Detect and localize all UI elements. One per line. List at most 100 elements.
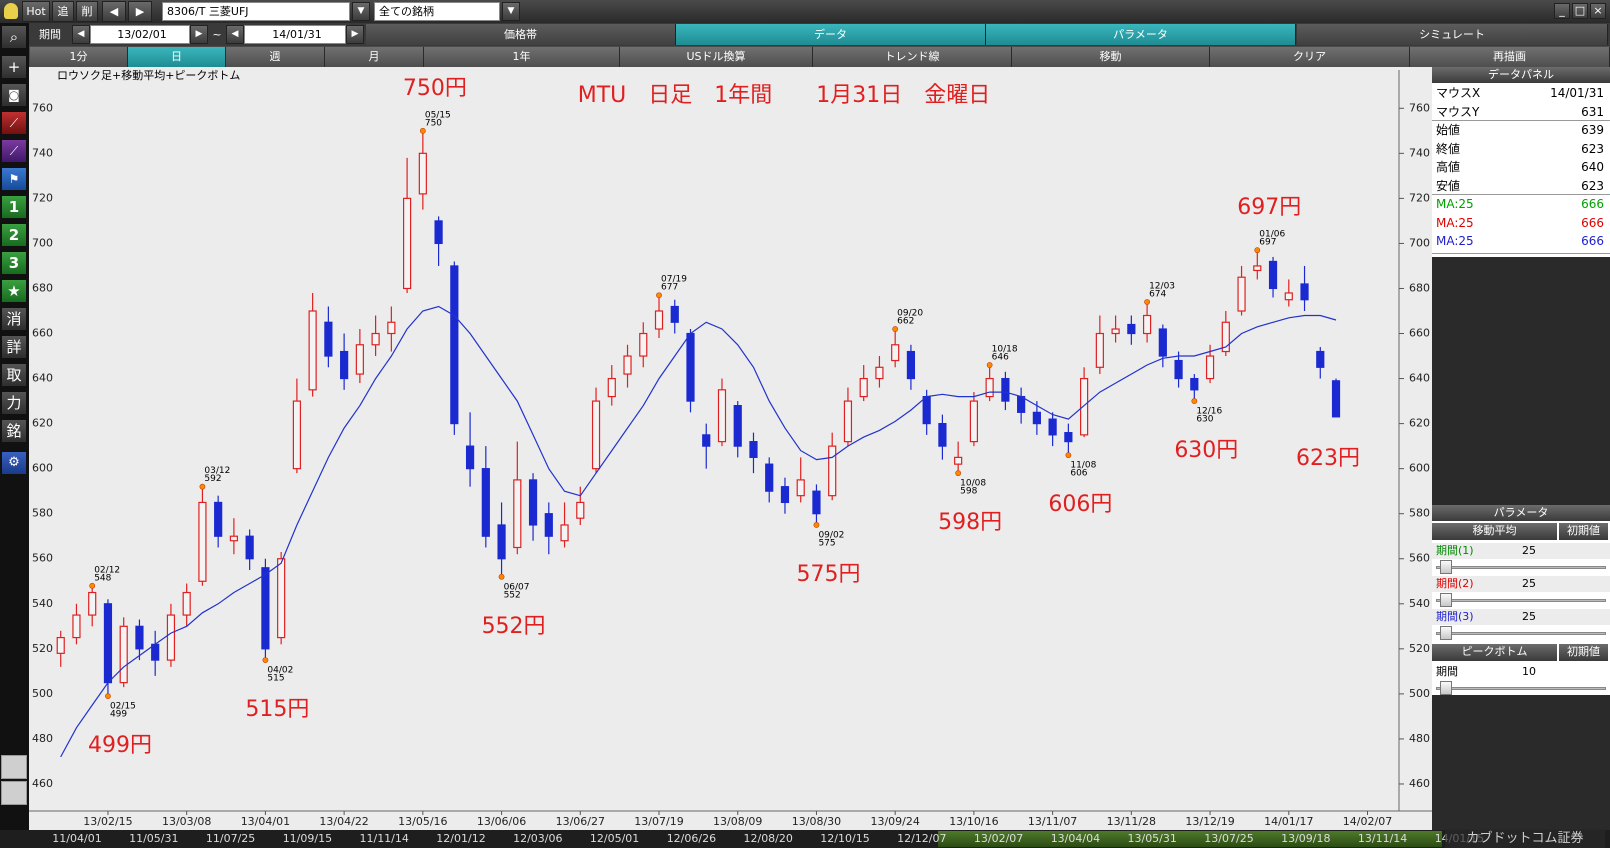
peak-value: 499 [110, 710, 127, 720]
peak-date: 09/02 [818, 530, 844, 540]
candle-body [229, 535, 239, 542]
peak-big-label: 499円 [88, 733, 152, 758]
x-tick-label: 14/02/07 [1343, 815, 1392, 828]
close-button[interactable]: × [1590, 3, 1606, 19]
peak-marker [89, 582, 96, 589]
chart-thumb-2[interactable] [1, 781, 27, 805]
candle-body [1080, 377, 1089, 436]
side-button[interactable]: 3 [1, 251, 27, 275]
span-button[interactable]: 月 [325, 47, 424, 67]
span-button[interactable]: 週 [226, 47, 325, 67]
side-button[interactable]: 詳 [1, 335, 27, 359]
to-next[interactable]: ▶ [346, 25, 364, 44]
candle-body [245, 535, 254, 560]
tab[interactable]: シミュレート [1297, 24, 1608, 45]
camera-tool[interactable]: ◙ [1, 83, 27, 107]
star-button[interactable]: ★ [1, 279, 27, 303]
y-tick-label-right: 460 [1409, 777, 1430, 790]
y-tick-label-right: 560 [1409, 552, 1430, 565]
candle-body [607, 377, 616, 398]
settings-tool[interactable]: ⚙ [1, 451, 27, 475]
flag-tool[interactable]: ⚑ [1, 167, 27, 191]
tool-button[interactable]: USドル換算 [620, 47, 813, 67]
side-button[interactable]: 取 [1, 363, 27, 387]
chart-title: MTU 日足 1年間 1月31日 金曜日 [578, 83, 991, 108]
slider-thumb[interactable] [1440, 560, 1452, 574]
hot-button[interactable]: Hot [22, 1, 50, 22]
side-panel: データパネル マウスX 14/01/31 マウスY 631 始値 639 終値 623 高値 640… [1432, 67, 1610, 830]
date-scroller[interactable]: 11/04/01 11/05/31 11/07/25 11/09/15 11/11/14… [0, 830, 1610, 848]
ma-row-value: 666 [1581, 234, 1604, 248]
peak-date: 04/02 [267, 666, 293, 676]
slider-track[interactable] [1436, 599, 1606, 602]
watermark: カブドットコム証券 [1445, 829, 1605, 848]
from-next[interactable]: ▶ [190, 25, 208, 44]
slider-track[interactable] [1436, 687, 1606, 690]
delete-button[interactable]: 削 [76, 1, 98, 22]
span-button[interactable]: 日 [128, 47, 226, 67]
peak-value: 552 [504, 590, 521, 600]
maximize-button[interactable]: □ [1572, 3, 1588, 19]
slider-thumb[interactable] [1440, 593, 1452, 607]
candle-body [182, 591, 191, 616]
tool-button[interactable]: 移動 [1012, 47, 1210, 67]
scroller-window[interactable] [938, 831, 1442, 847]
candle-body [702, 434, 711, 447]
data-panel-bottom [1432, 252, 1610, 254]
list-select[interactable]: 全ての銘柄 [374, 2, 500, 21]
peak-marker [986, 362, 993, 368]
tab[interactable]: データ [676, 24, 986, 45]
to-date[interactable]: 14/01/31 [244, 25, 346, 44]
candle-body [261, 567, 270, 650]
tab[interactable]: パラメータ [986, 24, 1296, 45]
symbol-dropdown[interactable]: ▼ [352, 2, 370, 21]
tool-button[interactable]: トレンド線 [813, 47, 1012, 67]
minimize-button[interactable]: _ [1554, 3, 1570, 19]
ma-reset[interactable]: 初期値 [1559, 523, 1608, 540]
data-row-label: 終値 [1436, 141, 1461, 156]
slider-track[interactable] [1436, 632, 1606, 635]
side-button[interactable]: 消 [1, 307, 27, 331]
peak-marker [955, 470, 962, 477]
indicator-tool[interactable]: ⟋ [1, 139, 27, 163]
slider-thumb[interactable] [1440, 626, 1452, 640]
peak-reset[interactable]: 初期値 [1559, 644, 1608, 661]
peak-marker [656, 292, 662, 299]
side-button[interactable]: 力 [1, 391, 27, 415]
span-button[interactable]: 1年 [424, 47, 620, 67]
chart-thumb-1[interactable] [1, 755, 27, 779]
tool-button[interactable]: クリア [1210, 47, 1410, 67]
add-button[interactable]: 追 [52, 1, 74, 22]
candle-body [198, 501, 207, 582]
to-prev[interactable]: ◀ [226, 25, 244, 44]
side-button[interactable]: 2 [1, 223, 27, 247]
candle-body [214, 501, 223, 537]
search-tool[interactable]: ⌕ [1, 25, 27, 49]
from-date[interactable]: 13/02/01 [90, 25, 190, 44]
side-button[interactable]: 銘 [1, 419, 27, 443]
cross-tool[interactable]: + [1, 55, 27, 79]
x-tick-label: 13/06/27 [556, 815, 605, 828]
ma-row-label: MA:25 [1436, 197, 1474, 211]
period-value: 25 [1522, 577, 1536, 590]
candle-body [544, 513, 553, 537]
prev-button[interactable]: ◀ [102, 1, 126, 22]
scroller-date: 12/03/06 [513, 832, 563, 845]
tool-button[interactable]: 再描画 [1410, 47, 1610, 67]
candle-body [434, 220, 443, 245]
slider-track[interactable] [1436, 566, 1606, 569]
chart-tool[interactable]: ⟋ [1, 111, 27, 135]
tab[interactable]: 価格帯 [366, 24, 676, 45]
from-prev[interactable]: ◀ [72, 25, 90, 44]
slider-thumb[interactable] [1440, 681, 1452, 695]
candle-body [135, 625, 144, 650]
symbol-input[interactable]: 8306/T 三菱UFJ [162, 2, 350, 21]
next-button[interactable]: ▶ [128, 1, 152, 22]
side-button[interactable]: 1 [1, 195, 27, 219]
list-dropdown[interactable]: ▼ [502, 2, 520, 21]
candle-body [1095, 332, 1104, 368]
candle-body [1205, 355, 1215, 380]
peak-date: 03/12 [204, 466, 230, 476]
span-button[interactable]: 1分 [30, 47, 128, 67]
candle-body [1048, 418, 1057, 436]
